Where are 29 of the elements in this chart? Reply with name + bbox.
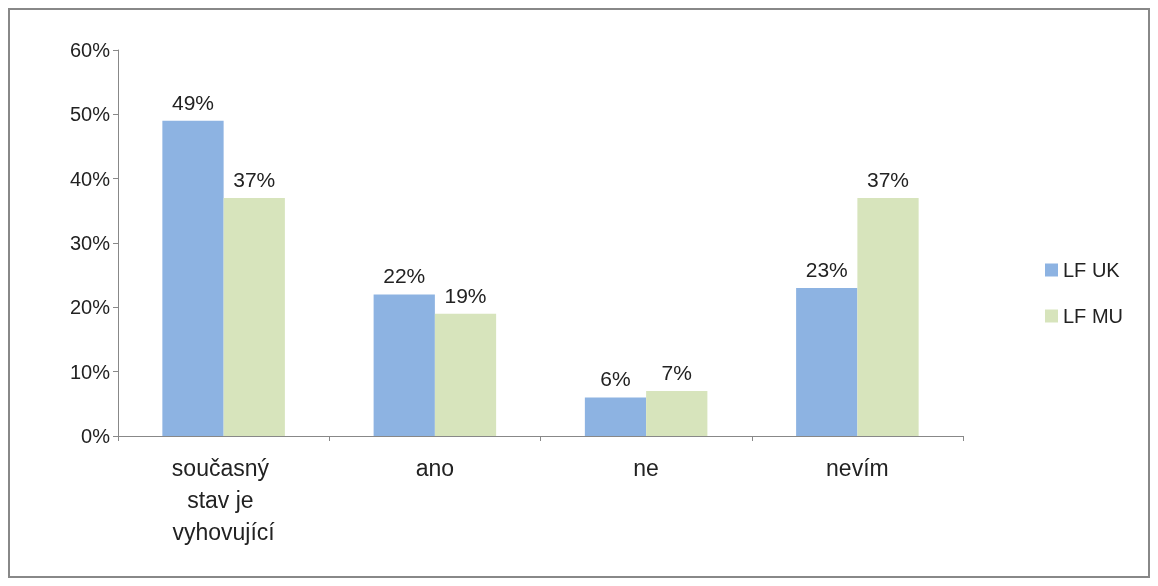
bar (584, 397, 647, 436)
x-tick-label: nevím (826, 455, 889, 481)
y-tick-label: 60% (69, 39, 111, 61)
data-label: 37% (233, 167, 276, 191)
bar (646, 390, 708, 436)
y-tick-label: 30% (69, 232, 111, 254)
x-tick-label: ano (415, 455, 455, 481)
data-label: 37% (866, 167, 910, 191)
y-tick-label: 20% (69, 296, 111, 319)
y-tick-label: 50% (69, 103, 111, 126)
y-tick-label: 40% (69, 167, 111, 190)
bar (434, 313, 497, 436)
data-label: 6% (600, 367, 631, 391)
legend-label: LF MU (1063, 305, 1123, 327)
data-label: 23% (805, 258, 848, 282)
bar (162, 120, 224, 436)
y-tick-label: 0% (81, 425, 111, 447)
y-tick-label: 10% (69, 360, 111, 383)
legend-label: LF UK (1063, 259, 1121, 281)
data-label: 49% (171, 90, 215, 114)
x-tick-label: ne (633, 455, 659, 481)
data-label: 7% (661, 360, 692, 384)
data-label: 19% (444, 283, 487, 307)
x-tick-label: současný stav je vyhovující (171, 455, 276, 545)
bar (796, 288, 858, 436)
bar (223, 197, 285, 436)
data-label: 22% (383, 264, 426, 288)
bar (857, 197, 919, 436)
bar (373, 294, 435, 436)
